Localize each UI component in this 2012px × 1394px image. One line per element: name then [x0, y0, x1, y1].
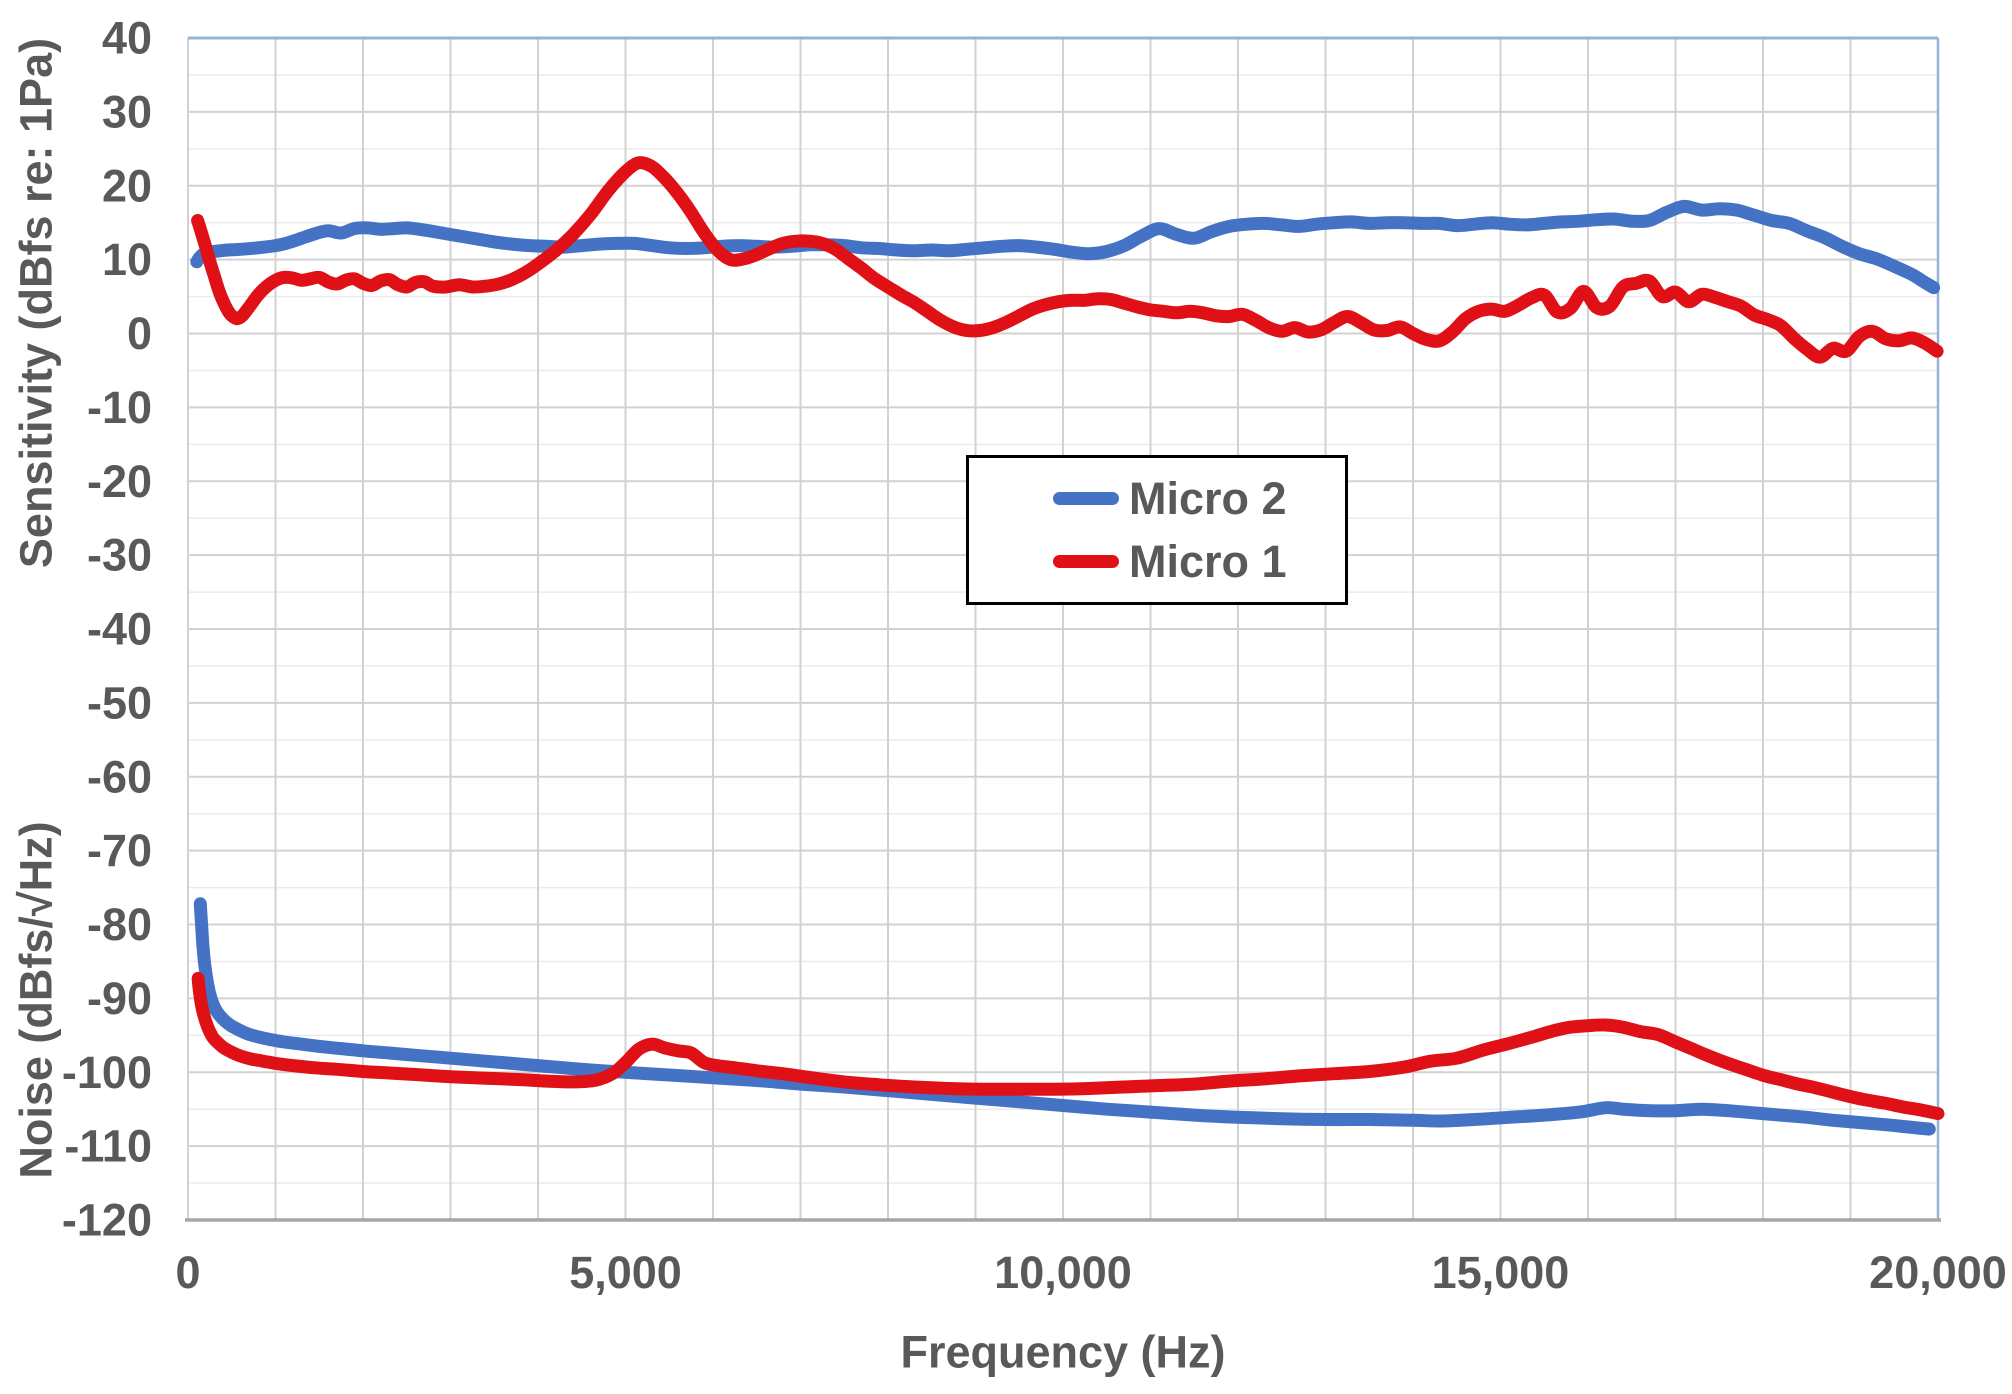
y-tick-label: -100 [62, 1047, 152, 1098]
y-tick-label: 10 [102, 234, 152, 285]
legend-label-micro2: Micro 2 [1129, 473, 1287, 524]
y-tick-label: -90 [87, 973, 152, 1024]
series-micro1-noise [191, 971, 1945, 1121]
plot-border [188, 36, 1940, 1220]
y-tick-label: -120 [62, 1195, 152, 1246]
y-tick-label: -80 [87, 899, 152, 950]
x-tick-label: 15,000 [1432, 1247, 1570, 1298]
legend-entry-micro1: Micro 1 [1053, 539, 1345, 584]
y-tick-label: -40 [87, 604, 152, 655]
x-tick-label: 0 [175, 1247, 200, 1298]
y-tick-label: 30 [102, 86, 152, 137]
micro2-line-swatch [1053, 492, 1119, 505]
series-micro2-sensitivity [190, 199, 1941, 295]
y-tick-label: 0 [127, 308, 152, 359]
legend-entry-micro2: Micro 2 [1053, 476, 1345, 521]
y-tick-label: -10 [87, 382, 152, 433]
y-tick-label: -70 [87, 825, 152, 876]
x-tick-label: 10,000 [994, 1247, 1132, 1298]
legend-label-micro1: Micro 1 [1129, 536, 1287, 587]
y-tick-label: 20 [102, 160, 152, 211]
y-tick-label: -60 [87, 751, 152, 802]
x-axis-title: Frequency (Hz) [900, 1326, 1226, 1378]
y-tick-label: -110 [64, 1121, 152, 1172]
y-tick-label: -50 [87, 677, 152, 728]
y-tick-label: -30 [87, 530, 152, 581]
y-axis-title-noise: Noise (dBfs/√Hz) [10, 821, 62, 1179]
legend: Micro 2 Micro 1 [966, 455, 1348, 605]
micro1-line-swatch [1053, 555, 1119, 568]
y-tick-label: 40 [102, 13, 152, 64]
series-micro1-sensitivity [191, 156, 1944, 364]
x-tick-label: 5,000 [569, 1247, 682, 1298]
x-tick-label: 20,000 [1869, 1247, 2007, 1298]
y-tick-label: -20 [87, 456, 152, 507]
y-axis-title-sensitivity: Sensitivity (dBfs re: 1Pa) [10, 37, 62, 569]
